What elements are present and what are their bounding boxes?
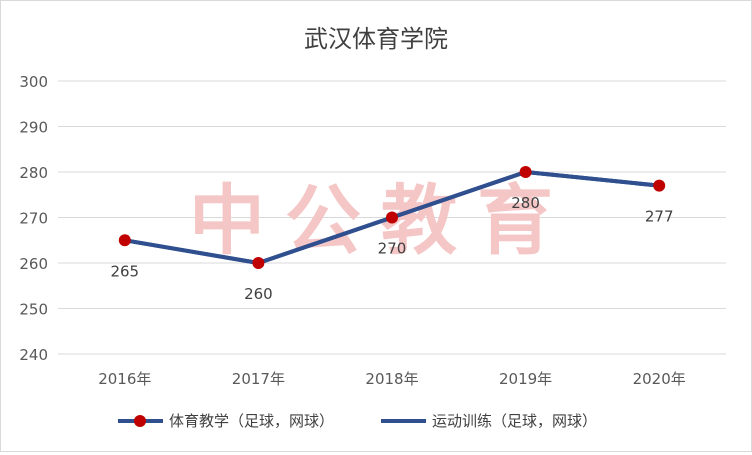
data-label-4: 277: [645, 208, 674, 226]
legend: 体育教学（足球，网球） 运动训练（足球，网球）: [118, 412, 597, 430]
x-axis: 2016年 2017年 2018年 2019年 2020年: [98, 370, 686, 388]
chart-title: 武汉体育学院: [304, 25, 448, 53]
watermark-text: 中公教育: [189, 176, 573, 265]
y-tick-label-6: 300: [19, 73, 48, 91]
x-tick-label-0: 2016年: [98, 370, 151, 388]
y-tick-label-1: 250: [19, 301, 48, 319]
x-tick-label-4: 2020年: [633, 370, 686, 388]
y-tick-label-3: 270: [19, 210, 48, 228]
y-tick-label-5: 290: [19, 119, 48, 137]
data-point-0: [118, 234, 131, 247]
data-label-0: 265: [110, 262, 139, 280]
y-tick-label-4: 280: [19, 164, 48, 182]
data-label-2: 270: [378, 240, 407, 258]
y-tick-label-0: 240: [19, 346, 48, 364]
legend-marker-0: [134, 415, 146, 427]
legend-item-0: 体育教学（足球，网球）: [118, 412, 334, 430]
series-layer: [118, 166, 666, 269]
data-label-1: 260: [244, 285, 273, 303]
y-axis: 240 250 260 270 280 290 300: [19, 73, 48, 364]
data-point-3: [519, 166, 532, 178]
x-tick-label-3: 2019年: [499, 370, 552, 388]
x-tick-label-1: 2017年: [232, 370, 285, 388]
data-point-4: [653, 179, 666, 192]
x-tick-label-2: 2018年: [365, 370, 418, 388]
grid-lines: [58, 80, 726, 355]
data-labels: 265 260 270 280 277: [110, 194, 673, 303]
y-tick-label-2: 260: [19, 255, 48, 273]
legend-item-1: 运动训练（足球，网球）: [381, 412, 597, 430]
data-label-3: 280: [511, 194, 540, 212]
legend-label-0: 体育教学（足球，网球）: [169, 412, 334, 430]
legend-label-1: 运动训练（足球，网球）: [432, 412, 597, 430]
data-point-1: [252, 257, 265, 269]
data-point-2: [386, 211, 398, 224]
